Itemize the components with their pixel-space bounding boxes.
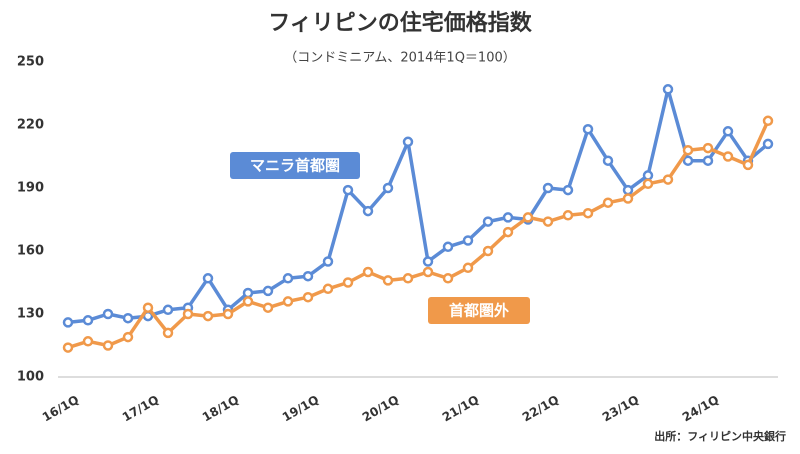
marker <box>762 115 774 127</box>
marker <box>242 287 254 299</box>
marker <box>502 226 514 238</box>
marker <box>462 262 474 274</box>
marker <box>62 342 74 353</box>
marker <box>202 310 214 322</box>
legend-box <box>428 297 530 324</box>
marker <box>642 178 654 190</box>
marker <box>102 308 114 320</box>
marker <box>522 212 534 223</box>
marker <box>722 126 734 137</box>
marker <box>682 155 694 166</box>
marker <box>562 184 574 196</box>
marker <box>82 336 94 347</box>
y-tick-label: 190 <box>17 181 44 196</box>
marker <box>322 256 334 267</box>
legend-label: マニラ首都圏 <box>250 157 340 175</box>
y-tick-label: 160 <box>17 244 44 259</box>
marker <box>482 216 494 227</box>
marker <box>282 296 294 307</box>
marker <box>442 273 454 284</box>
marker <box>82 315 94 326</box>
series-line <box>67 120 770 350</box>
marker <box>62 317 74 328</box>
marker <box>342 277 354 288</box>
marker <box>122 331 134 343</box>
marker <box>702 155 714 166</box>
y-tick-label: 100 <box>17 370 44 385</box>
x-tick-label: 16/1Q <box>40 393 81 425</box>
x-tick-label: 17/1Q <box>120 393 161 425</box>
x-tick-label: 18/1Q <box>200 393 241 425</box>
marker <box>402 136 414 148</box>
marker <box>382 275 394 286</box>
marker <box>142 302 154 313</box>
marker <box>542 216 554 227</box>
marker <box>702 142 714 154</box>
chart-subtitle: （コンドミニアム、2014年1Q＝100） <box>284 51 516 66</box>
marker <box>582 123 594 135</box>
x-tick-label: 21/1Q <box>440 393 481 425</box>
marker <box>762 138 774 150</box>
marker <box>502 212 514 223</box>
marker <box>562 210 574 221</box>
marker <box>262 302 274 313</box>
marker <box>342 184 354 196</box>
marker <box>602 197 614 208</box>
marker <box>462 235 474 246</box>
marker <box>682 144 694 156</box>
marker <box>382 182 394 194</box>
marker <box>402 273 414 284</box>
marker <box>162 304 174 316</box>
y-tick-label: 220 <box>17 118 44 133</box>
marker <box>202 273 214 284</box>
marker <box>362 205 374 217</box>
marker <box>742 159 754 171</box>
marker <box>422 256 434 267</box>
x-tick-label: 22/1Q <box>520 393 561 425</box>
source: 出所：フィリピン中央銀行 <box>654 429 786 443</box>
marker <box>182 308 194 320</box>
y-tick-label: 250 <box>17 55 44 70</box>
marker <box>662 174 674 185</box>
marker <box>422 266 434 278</box>
marker <box>662 84 674 95</box>
x-tick-label: 19/1Q <box>280 393 321 425</box>
marker <box>122 312 134 324</box>
marker <box>362 266 374 278</box>
marker <box>242 296 254 307</box>
marker <box>322 283 334 295</box>
marker <box>302 270 314 282</box>
marker <box>542 182 554 194</box>
marker <box>222 308 234 320</box>
marker <box>482 245 494 257</box>
marker <box>602 155 614 166</box>
series-line <box>67 87 770 325</box>
legend-box <box>230 152 360 179</box>
marker <box>642 170 654 181</box>
marker <box>622 193 634 204</box>
chart-title: フィリピンの住宅価格指数 <box>268 10 533 36</box>
y-tick-label: 130 <box>17 307 44 322</box>
legend-label: 首都圏外 <box>449 302 509 320</box>
marker <box>442 241 454 253</box>
x-tick-label: 24/1Q <box>680 393 721 425</box>
marker <box>162 327 174 339</box>
x-tick-label: 23/1Q <box>600 393 641 425</box>
marker <box>622 184 634 196</box>
marker <box>582 207 594 219</box>
marker <box>262 285 274 297</box>
marker <box>302 291 314 303</box>
marker <box>282 273 294 284</box>
x-tick-label: 20/1Q <box>360 393 401 425</box>
marker <box>102 340 114 351</box>
marker <box>722 151 734 162</box>
